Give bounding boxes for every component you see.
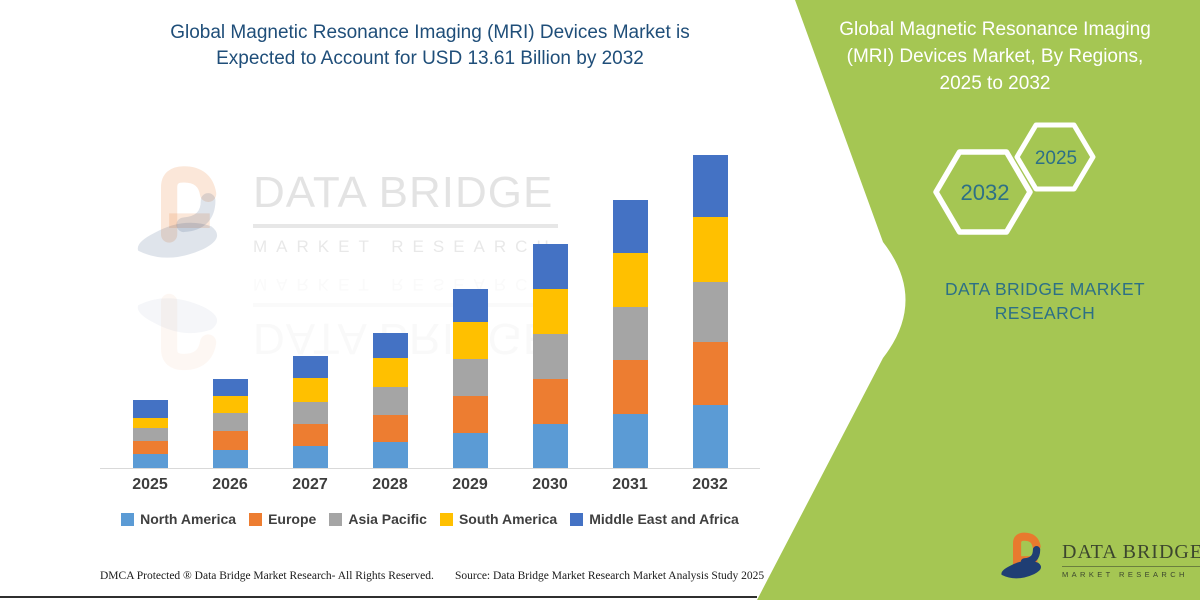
x-axis-labels: 2025 2026 2027 2028 2029 2030 2031 2032 <box>100 476 760 496</box>
corner-logo-icon <box>1000 528 1052 591</box>
bar-segment <box>372 333 408 359</box>
bar-segment <box>292 445 328 468</box>
bar-segment <box>532 333 568 379</box>
stacked-bar-2027 <box>292 355 328 468</box>
legend-label: North America <box>140 511 237 527</box>
bar-segment <box>132 427 168 441</box>
bar-segment <box>612 307 648 360</box>
bar-segment <box>692 155 728 217</box>
bar-segment <box>372 358 408 388</box>
panel-title: Global Magnetic Resonance Imaging (MRI) … <box>820 16 1170 97</box>
legend-swatch-icon <box>329 512 343 526</box>
plot-area <box>100 130 760 469</box>
bar-segment <box>532 243 568 289</box>
stacked-bar-2028 <box>372 333 408 468</box>
corner-logo-name: DATA BRIDGE <box>1062 541 1200 567</box>
stacked-bar-2031 <box>612 200 648 468</box>
x-axis-label: 2029 <box>452 476 488 493</box>
bar-segment <box>292 377 328 402</box>
bar-segment <box>612 200 648 253</box>
source-text: Source: Data Bridge Market Research Mark… <box>455 570 765 582</box>
bar-segment <box>292 355 328 378</box>
bar-segment <box>292 423 328 446</box>
panel-title-line2: (MRI) Devices Market, By Regions, <box>846 46 1144 67</box>
panel-brand-text: DATA BRIDGE MARKET RESEARCH <box>880 277 1200 325</box>
legend-swatch-icon <box>121 512 135 526</box>
dmca-text: DMCA Protected ® Data Bridge Market Rese… <box>100 570 434 582</box>
bar-segment <box>692 216 728 282</box>
x-axis-label: 2032 <box>692 476 728 493</box>
bar-segment <box>132 453 168 468</box>
bar-segment <box>612 359 648 414</box>
hexagon-large-icon <box>933 149 1033 235</box>
bar-segment <box>212 413 248 431</box>
bar-segment <box>132 440 168 454</box>
bar-segment <box>372 415 408 443</box>
x-axis-label: 2030 <box>532 476 568 493</box>
bar-segment <box>692 281 728 342</box>
bar-segment <box>212 430 248 451</box>
legend-item: Middle East and Africa <box>570 511 739 527</box>
legend-label: Asia Pacific <box>348 511 427 527</box>
stacked-bar-2026 <box>212 379 248 468</box>
legend-item: Europe <box>249 511 316 527</box>
stacked-bar-2032 <box>692 155 728 468</box>
bar-segment <box>612 252 648 308</box>
bar-segment <box>532 424 568 468</box>
panel-brand-line1: DATA BRIDGE MARKET <box>944 279 1146 299</box>
stacked-bar-2029 <box>452 289 488 468</box>
bar-segment <box>212 396 248 414</box>
bar-segment <box>612 413 648 468</box>
chart-headline-line1: Global Magnetic Resonance Imaging (MRI) … <box>170 22 690 43</box>
stacked-bar-2025 <box>132 399 168 468</box>
bottom-divider <box>0 596 757 598</box>
legend-swatch-icon <box>439 512 453 526</box>
panel-title-line1: Global Magnetic Resonance Imaging <box>839 19 1151 40</box>
chart-headline: Global Magnetic Resonance Imaging (MRI) … <box>90 20 770 72</box>
bar-segment <box>532 379 568 425</box>
panel-title-line3: 2025 to 2032 <box>939 73 1051 94</box>
legend-item: Asia Pacific <box>329 511 427 527</box>
bar-segment <box>452 433 488 468</box>
bar-segment <box>132 417 168 428</box>
legend: North America Europe Asia Pacific South Ame… <box>95 511 765 527</box>
legend-item: South America <box>439 511 558 527</box>
bar-segment <box>532 288 568 334</box>
bar-segment <box>292 401 328 424</box>
panel-brand-line2: RESEARCH <box>994 303 1096 323</box>
bar-segment <box>212 450 248 468</box>
legend-swatch-icon <box>249 512 263 526</box>
hexagon-large-year: 2032 <box>961 180 1010 205</box>
bar-segment <box>212 379 248 397</box>
stacked-bar-2030 <box>532 243 568 468</box>
bar-segment <box>372 387 408 416</box>
bar-segment <box>372 442 408 468</box>
legend-label: Europe <box>268 511 317 527</box>
bar-segment <box>692 404 728 468</box>
x-axis-label: 2027 <box>292 476 328 493</box>
hexagon-badges: 2032 2025 <box>933 122 1096 235</box>
x-axis-label: 2025 <box>132 476 168 493</box>
bar-segment <box>452 359 488 397</box>
hexagon-small-icon <box>1014 122 1096 192</box>
x-axis-label: 2031 <box>612 476 648 493</box>
legend-swatch-icon <box>570 512 584 526</box>
corner-logo: DATA BRIDGE MARKET RESEARCH <box>1000 528 1200 591</box>
bar-segment <box>452 396 488 434</box>
corner-logo-sub: MARKET RESEARCH <box>1062 569 1188 579</box>
bar-segment <box>132 399 168 418</box>
x-axis-label: 2026 <box>212 476 248 493</box>
chart-headline-line2: Expected to Account for USD 13.61 Billio… <box>216 48 644 69</box>
hexagon-small-year: 2025 <box>1035 148 1077 169</box>
x-axis-label: 2028 <box>372 476 408 493</box>
bar-segment <box>452 289 488 322</box>
bar-segment <box>452 322 488 360</box>
legend-label: South America <box>458 511 558 527</box>
legend-item: North America <box>121 511 236 527</box>
legend-label: Middle East and Africa <box>589 511 739 527</box>
bar-segment <box>692 341 728 405</box>
